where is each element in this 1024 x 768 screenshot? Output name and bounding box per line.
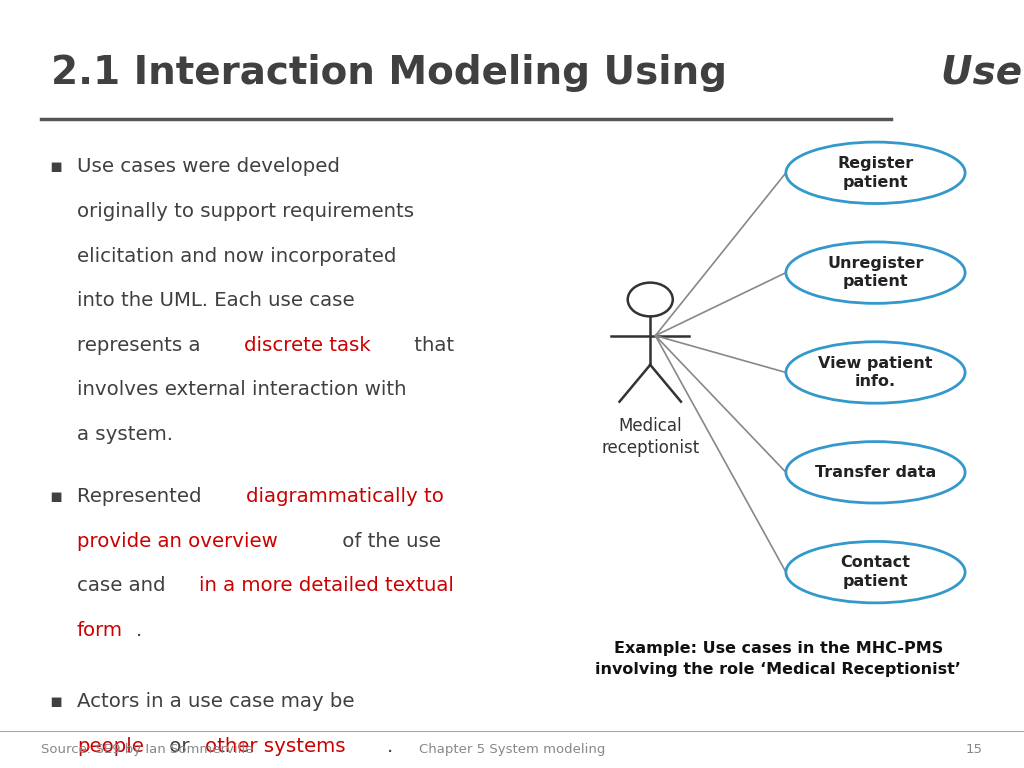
- Text: form: form: [77, 621, 123, 640]
- Text: discrete task: discrete task: [244, 336, 371, 355]
- Text: other systems: other systems: [206, 737, 346, 756]
- Text: Transfer data: Transfer data: [815, 465, 936, 480]
- Text: originally to support requirements: originally to support requirements: [77, 202, 414, 221]
- Text: of the use: of the use: [336, 531, 441, 551]
- Text: Contact
patient: Contact patient: [841, 555, 910, 589]
- Text: a system.: a system.: [77, 425, 173, 444]
- Text: provide an overview: provide an overview: [77, 531, 278, 551]
- Text: Actors in a use case may be: Actors in a use case may be: [77, 692, 354, 711]
- Text: represents a: represents a: [77, 336, 207, 355]
- Text: into the UML. Each use case: into the UML. Each use case: [77, 291, 354, 310]
- Text: 15: 15: [966, 743, 983, 756]
- Text: elicitation and now incorporated: elicitation and now incorporated: [77, 247, 396, 266]
- Text: ▪: ▪: [49, 487, 62, 506]
- Text: Register
patient: Register patient: [838, 156, 913, 190]
- Text: people: people: [77, 737, 143, 756]
- Text: Represented: Represented: [77, 487, 208, 506]
- Text: ▪: ▪: [49, 692, 62, 711]
- Text: Use Case Diagrams: Use Case Diagrams: [941, 54, 1024, 91]
- Text: View patient
info.: View patient info.: [818, 356, 933, 389]
- Text: or: or: [163, 737, 196, 756]
- Text: Source: SE9 by Ian Sommerville: Source: SE9 by Ian Sommerville: [41, 743, 253, 756]
- Text: Unregister
patient: Unregister patient: [827, 256, 924, 290]
- Text: diagrammatically to: diagrammatically to: [246, 487, 443, 506]
- Text: case and: case and: [77, 576, 172, 595]
- Text: in a more detailed textual: in a more detailed textual: [199, 576, 454, 595]
- Text: involves external interaction with: involves external interaction with: [77, 380, 407, 399]
- Text: that: that: [408, 336, 454, 355]
- Text: 2.1 Interaction Modeling Using: 2.1 Interaction Modeling Using: [51, 54, 740, 91]
- Text: .: .: [136, 621, 142, 640]
- Text: Example: Use cases in the MHC-PMS
involving the role ‘Medical Receptionist’: Example: Use cases in the MHC-PMS involv…: [595, 641, 962, 677]
- Text: Use cases were developed: Use cases were developed: [77, 157, 340, 177]
- Text: Medical
receptionist: Medical receptionist: [601, 417, 699, 457]
- Text: ▪: ▪: [49, 157, 62, 177]
- Text: .: .: [387, 737, 393, 756]
- Text: Chapter 5 System modeling: Chapter 5 System modeling: [419, 743, 605, 756]
